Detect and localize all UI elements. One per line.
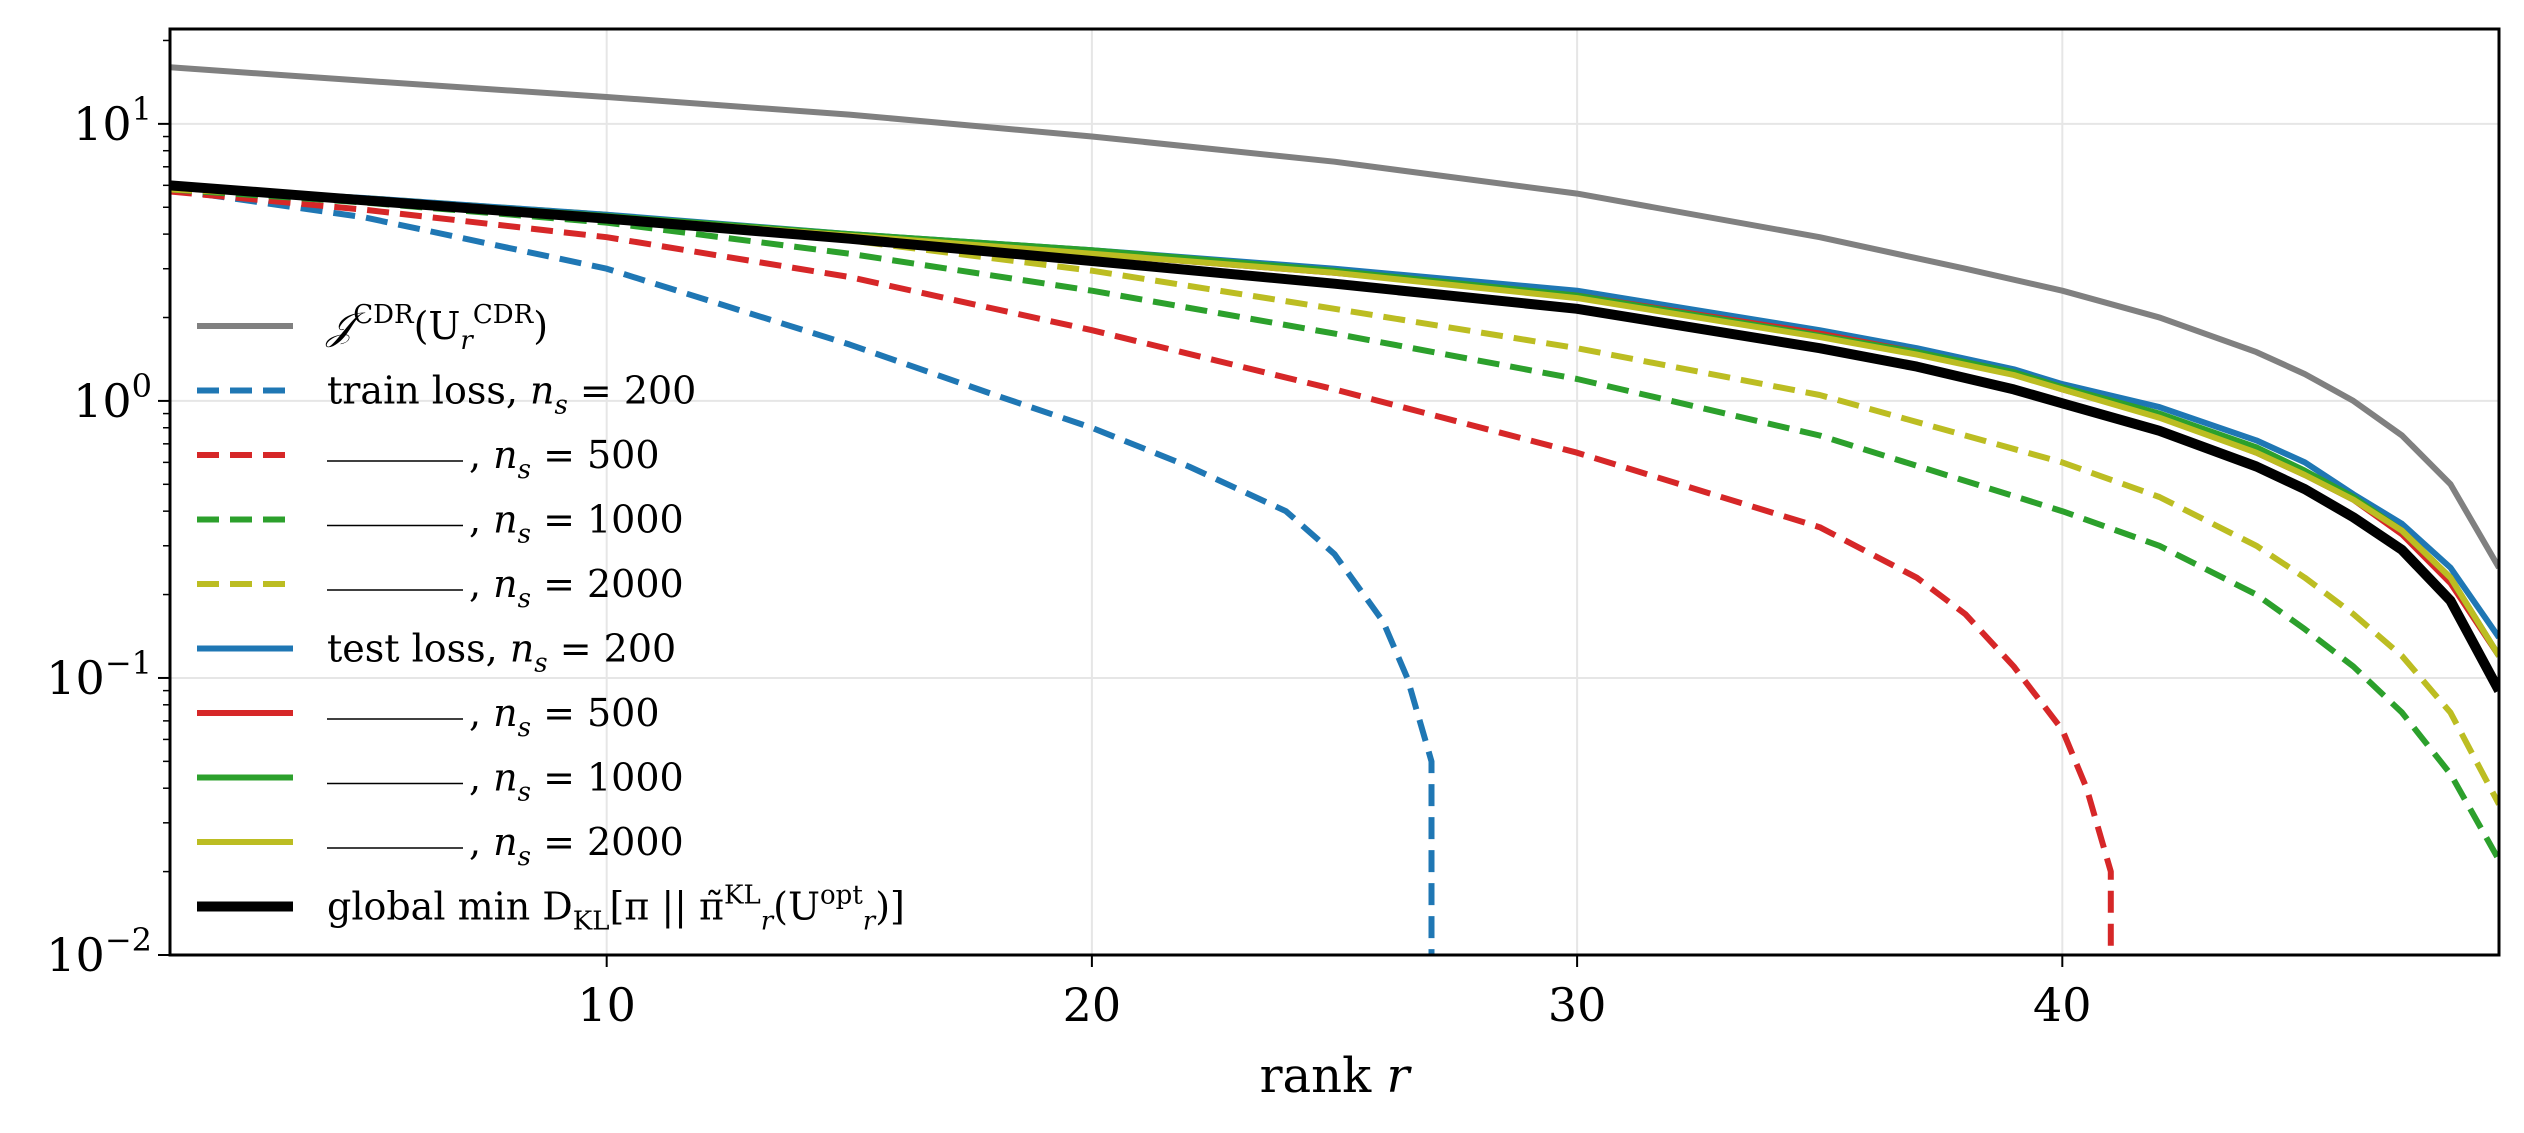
legend-label-5: test loss, ns = 200 [327,627,676,679]
x-tick-label: 40 [2033,978,2092,1032]
series-line-3 [170,186,2499,862]
legend-label-6: , ns = 500 [469,691,660,743]
x-tick-label: 30 [1548,978,1607,1032]
x-axis-label: rank r [1260,1048,1413,1104]
series-line-9 [170,180,2499,693]
legend-label-2: , ns = 500 [469,433,660,485]
plot-frame [168,27,2501,957]
series-line-2 [170,188,2114,955]
grid [170,29,2499,956]
y-tick-label: 101 [73,90,152,151]
y-tick-label: 100 [73,367,152,428]
legend: 𝒥CDR(UrCDR) train loss, ns = 200 , ns = 50… [197,300,905,937]
legend-label-8: , ns = 2000 [469,820,684,872]
series-line-0 [170,64,2499,570]
x-tick-label: 20 [1063,978,1122,1032]
axes: 10 20 30 40 10−2 10−1 100 101 [46,39,2092,1032]
y-tick-label: 10−1 [46,644,152,705]
x-tick-label: 10 [577,978,636,1032]
legend-label-0: 𝒥CDR(UrCDR) [325,300,548,356]
legend-label-4: , ns = 2000 [469,562,684,614]
legend-label-3: , ns = 1000 [469,498,684,550]
y-tick-label: 10−2 [46,921,152,982]
legend-label-9: global min DKL[π || π̃KLr(Uoptr)] [327,881,905,937]
plot-area [170,64,2499,955]
series-line-4 [170,186,2499,806]
legend-label-1: train loss, ns = 200 [327,369,696,421]
legend-label-7: , ns = 1000 [469,756,684,808]
